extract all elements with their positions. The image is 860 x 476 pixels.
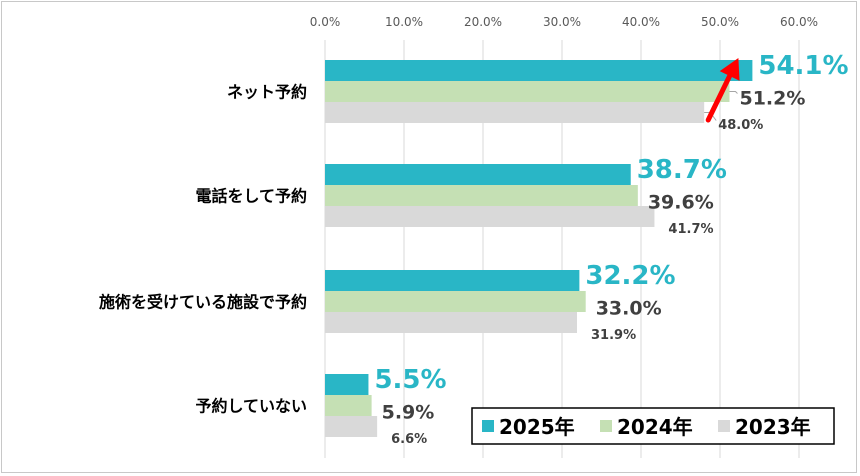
bar-s1-c3: [325, 395, 372, 416]
legend-swatch-0: [482, 420, 494, 432]
x-tick-label-3: 30.0%: [543, 15, 581, 29]
bar-s2-c2: [325, 312, 578, 333]
x-tick-label-2: 20.0%: [464, 15, 502, 29]
category-label-0: ネット予約: [227, 83, 307, 102]
bar-s1-c2: [325, 291, 586, 312]
leader-line-s1-c0: [729, 91, 738, 94]
x-tick-label-6: 60.0%: [780, 15, 818, 29]
bar-s0-c2: [325, 270, 580, 291]
legend-swatch-1: [600, 420, 612, 432]
annotation-arrow-shaft: [705, 73, 733, 123]
legend-box: [471, 407, 835, 445]
bar-s0-c0: [325, 60, 753, 81]
category-label-2: 施術を受けている施設で予約: [99, 293, 307, 312]
data-label-s0-c0: 54.1%: [758, 51, 848, 81]
x-tick-label-4: 40.0%: [622, 15, 660, 29]
bar-s0-c1: [325, 164, 631, 185]
x-tick-label-5: 50.0%: [701, 15, 739, 29]
data-label-s2-c3: 6.6%: [391, 432, 427, 447]
legend-label-1: 2024年: [617, 415, 693, 439]
data-label-s1-c2: 33.0%: [596, 297, 662, 319]
bar-s1-c1: [325, 185, 638, 206]
legend-label-0: 2025年: [499, 415, 575, 439]
bar-s1-c0: [325, 81, 730, 102]
bar-s2-c3: [325, 416, 378, 437]
bar-s2-c1: [325, 206, 655, 227]
data-label-s1-c3: 5.9%: [382, 401, 435, 423]
legend-swatch-2: [718, 420, 730, 432]
data-label-s2-c0: 48.0%: [718, 118, 763, 133]
annotation-arrow-head: [719, 58, 740, 81]
x-tick-label-1: 10.0%: [385, 15, 423, 29]
data-label-s0-c1: 38.7%: [637, 155, 727, 185]
data-label-s2-c2: 31.9%: [591, 328, 636, 343]
category-label-3: 予約していない: [195, 397, 307, 416]
x-tick-label-0: 0.0%: [310, 15, 341, 29]
bar-s0-c3: [325, 374, 369, 395]
legend-label-2: 2023年: [735, 415, 811, 439]
data-label-s1-c1: 39.6%: [648, 191, 714, 213]
data-label-s0-c2: 32.2%: [585, 261, 675, 291]
category-label-1: 電話をして予約: [195, 187, 307, 206]
data-label-s1-c0: 51.2%: [739, 87, 805, 109]
data-label-s2-c1: 41.7%: [668, 222, 713, 237]
bar-s2-c0: [325, 102, 705, 123]
data-label-s0-c3: 5.5%: [374, 365, 446, 395]
